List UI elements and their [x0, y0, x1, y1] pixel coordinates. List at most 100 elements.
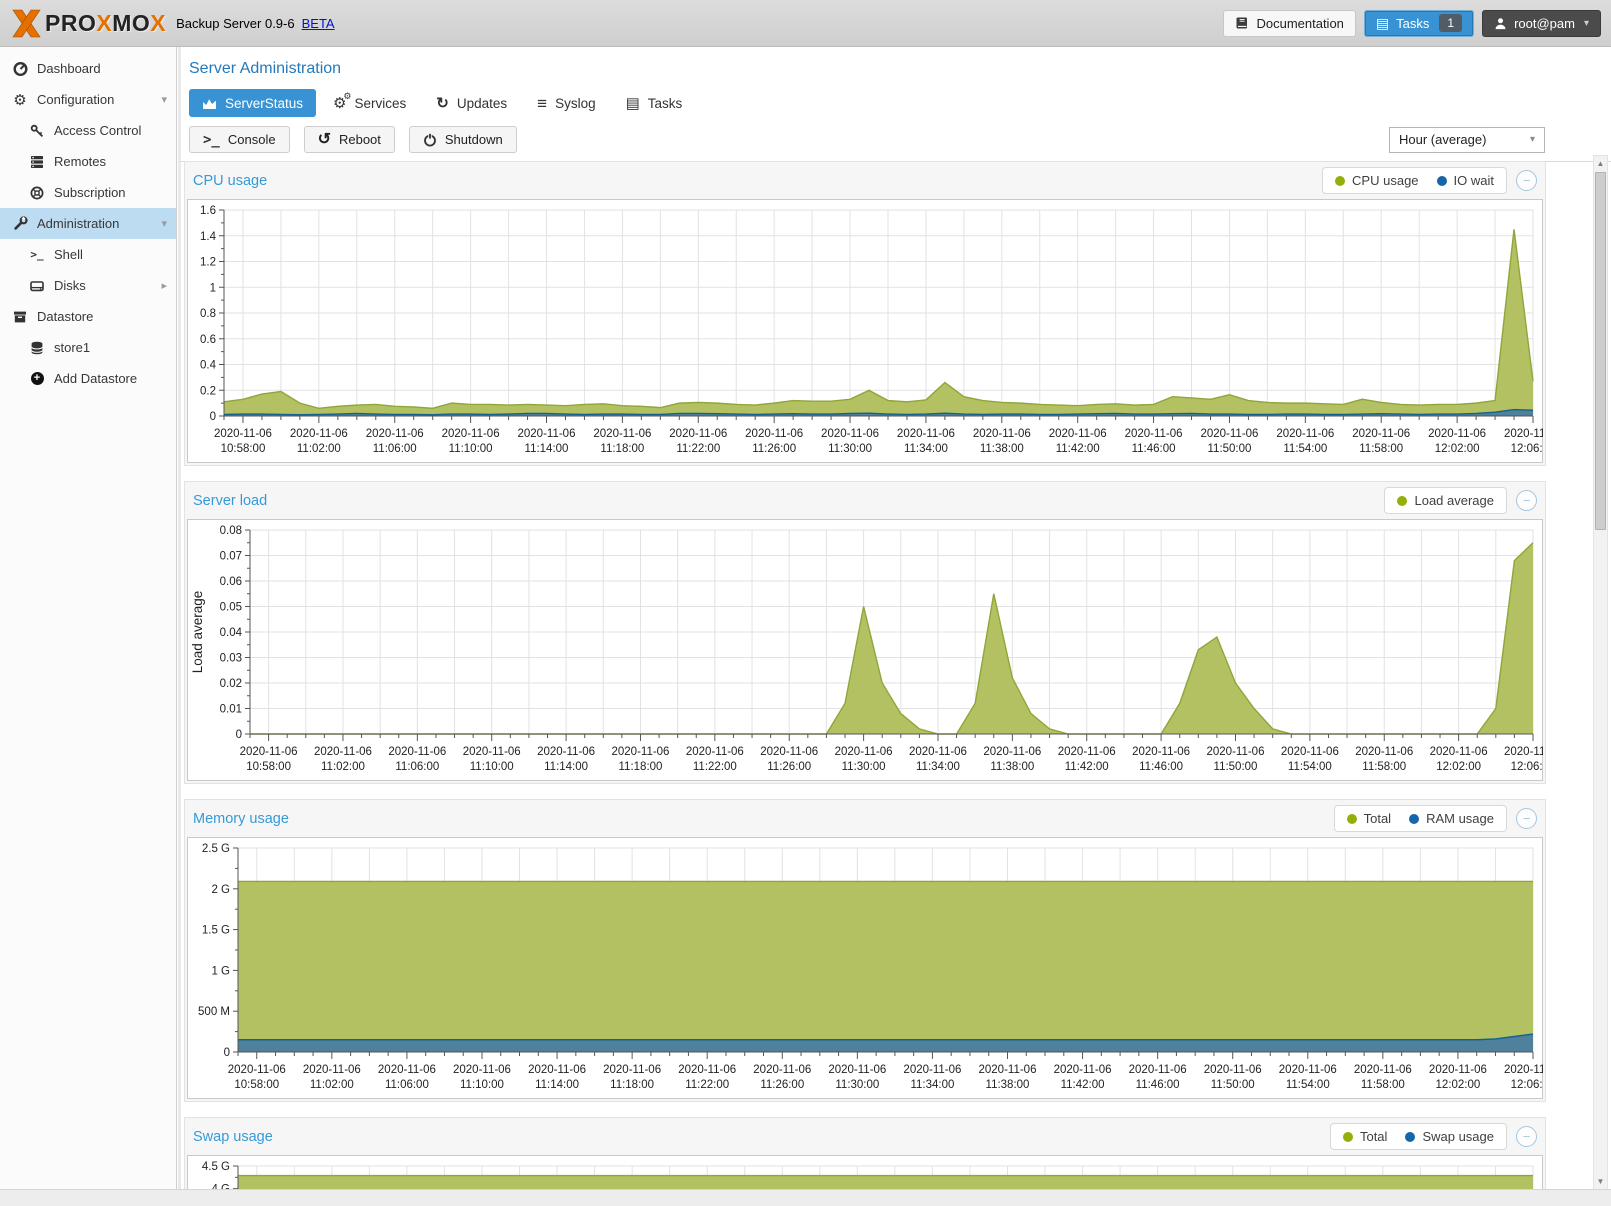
- collapse-panel-icon[interactable]: −: [1516, 490, 1537, 511]
- collapse-panel-icon[interactable]: −: [1516, 170, 1537, 191]
- proxmox-x-icon: [12, 9, 41, 37]
- console-button[interactable]: >_ Console: [189, 126, 290, 153]
- legend-item-ram-usage[interactable]: RAM usage: [1409, 811, 1494, 826]
- svg-text:2020-11-06: 2020-11-06: [983, 746, 1041, 758]
- svg-text:4 G: 4 G: [211, 1184, 230, 1190]
- scrollbar-thumb[interactable]: [1595, 172, 1606, 530]
- svg-text:2020-11-06: 2020-11-06: [463, 746, 521, 758]
- svg-text:2020-11-06: 2020-11-06: [903, 1064, 961, 1076]
- sidebar-item-dashboard[interactable]: Dashboard: [0, 53, 176, 84]
- svg-text:11:10:00: 11:10:00: [470, 761, 514, 773]
- legend-item-cpu-usage[interactable]: CPU usage: [1335, 173, 1419, 188]
- vertical-scrollbar[interactable]: ▲ ▼: [1593, 155, 1608, 1190]
- sidebar-item-configuration[interactable]: ⚙ Configuration ▾: [13, 91, 167, 109]
- sidebar-item-access-control[interactable]: Access Control: [0, 115, 176, 146]
- svg-text:10:58:00: 10:58:00: [246, 761, 291, 773]
- scroll-up-arrow[interactable]: ▲: [1596, 159, 1605, 168]
- svg-text:0.6: 0.6: [200, 334, 216, 346]
- sidebar-splitter[interactable]: [178, 47, 181, 1190]
- svg-text:11:46:00: 11:46:00: [1132, 443, 1176, 455]
- svg-text:12:06:00: 12:06:00: [1511, 443, 1543, 455]
- cpu-usage-chart: 0 0.2 0.4 0.6 0.8 1 1.2 1.4 1.6 2020-11-06 10:58:0…: [187, 199, 1543, 463]
- svg-text:0.2: 0.2: [200, 385, 216, 397]
- collapse-panel-icon[interactable]: −: [1516, 808, 1537, 829]
- sidebar-item-remotes[interactable]: Remotes: [0, 146, 176, 177]
- scroll-down-arrow[interactable]: ▼: [1596, 1177, 1605, 1186]
- svg-text:11:06:00: 11:06:00: [395, 761, 439, 773]
- sidebar-item-subscription[interactable]: Subscription: [0, 177, 176, 208]
- svg-text:11:50:00: 11:50:00: [1211, 1079, 1255, 1091]
- chevron-down-icon[interactable]: ▾: [161, 94, 167, 106]
- sidebar-item-datastore[interactable]: Datastore: [0, 301, 176, 332]
- svg-text:11:26:00: 11:26:00: [752, 443, 796, 455]
- chevron-right-icon[interactable]: ▸: [161, 280, 167, 292]
- svg-text:2020-11-06: 2020-11-06: [1207, 746, 1265, 758]
- terminal-icon: >_: [30, 248, 44, 261]
- svg-text:2020-11-06: 2020-11-06: [1279, 1064, 1337, 1076]
- tab-serverstatus[interactable]: ServerStatus: [189, 89, 317, 117]
- horizontal-scrollbar-track[interactable]: [0, 1189, 1611, 1206]
- svg-text:11:50:00: 11:50:00: [1208, 443, 1252, 455]
- svg-text:2020-11-06: 2020-11-06: [1054, 1064, 1112, 1076]
- documentation-button[interactable]: Documentation: [1223, 9, 1356, 37]
- svg-text:2020-11-06: 2020-11-06: [611, 746, 669, 758]
- panel-title: Swap usage: [193, 1128, 273, 1145]
- sidebar-item-shell[interactable]: >_ Shell: [30, 247, 83, 262]
- sidebar: Dashboard ⚙ Configuration ▾ Access Contr…: [0, 47, 177, 1190]
- svg-text:2020-11-06: 2020-11-06: [979, 1064, 1037, 1076]
- server-load-chart: 0 0.01 0.02 0.03 0.04 0.05 0.06 0.07 0.08 2020-11…: [187, 519, 1543, 781]
- collapse-panel-icon[interactable]: −: [1516, 1126, 1537, 1147]
- panel-title: Memory usage: [193, 810, 289, 827]
- svg-text:1.2: 1.2: [200, 257, 216, 269]
- svg-text:11:34:00: 11:34:00: [916, 761, 960, 773]
- product-version: Backup Server 0.9-6: [176, 15, 295, 31]
- svg-text:0: 0: [224, 1047, 230, 1059]
- tab-syslog[interactable]: ≡ Syslog: [537, 93, 596, 113]
- svg-text:2020-11-06: 2020-11-06: [1355, 746, 1413, 758]
- svg-text:2020-11-06: 2020-11-06: [378, 1064, 436, 1076]
- tab-updates[interactable]: ↻ Updates: [436, 94, 508, 112]
- tab-tasks[interactable]: ▤ Tasks: [625, 94, 683, 112]
- svg-text:11:58:00: 11:58:00: [1361, 1079, 1405, 1091]
- svg-text:11:14:00: 11:14:00: [544, 761, 588, 773]
- area-chart-icon: [203, 98, 216, 109]
- beta-link[interactable]: BETA: [301, 15, 335, 31]
- sidebar-item-administration[interactable]: Administration ▾: [0, 208, 176, 239]
- charts-scroll-area: CPU usage CPU usage IO wait − 0 0.2 0.4 0.6…: [181, 153, 1611, 1190]
- chevron-down-icon[interactable]: ▾: [161, 218, 167, 230]
- svg-text:0.4: 0.4: [200, 360, 217, 372]
- sidebar-item-add-datastore[interactable]: + Add Datastore: [0, 363, 176, 394]
- svg-text:2020-11-06: 2020-11-06: [1281, 746, 1339, 758]
- svg-text:11:30:00: 11:30:00: [842, 761, 886, 773]
- shutdown-button[interactable]: Shutdown: [408, 126, 517, 153]
- sidebar-item-disks[interactable]: Disks ▸: [0, 270, 176, 301]
- legend-item-total[interactable]: Total: [1342, 1129, 1387, 1144]
- sidebar-item-store1[interactable]: store1: [0, 332, 176, 363]
- svg-text:2020-11-06: 2020-11-06: [1276, 428, 1334, 440]
- list-icon: ≡: [537, 93, 548, 113]
- svg-text:11:58:00: 11:58:00: [1359, 443, 1403, 455]
- svg-text:12:06:00: 12:06:00: [1511, 761, 1543, 773]
- chevron-down-icon: ▾: [1583, 17, 1589, 29]
- legend-item-load-average[interactable]: Load average: [1397, 493, 1494, 508]
- svg-text:11:42:00: 11:42:00: [1056, 443, 1100, 455]
- time-range-select[interactable]: Hour (average) ▾: [1389, 126, 1545, 153]
- legend-item-swap-usage[interactable]: Swap usage: [1405, 1129, 1494, 1144]
- legend-item-io-wait[interactable]: IO wait: [1436, 173, 1494, 188]
- svg-text:2020-11-06: 2020-11-06: [442, 428, 500, 440]
- legend-dot-green: [1342, 1131, 1353, 1142]
- svg-text:11:38:00: 11:38:00: [980, 443, 1024, 455]
- svg-text:0.03: 0.03: [220, 653, 242, 665]
- panel-title: Server load: [193, 492, 268, 509]
- tasks-button[interactable]: ▤ Tasks 1: [1363, 9, 1475, 37]
- reboot-button[interactable]: ↺ Reboot: [303, 126, 395, 153]
- svg-text:11:54:00: 11:54:00: [1286, 1079, 1330, 1091]
- svg-text:2020-11-06: 2020-11-06: [678, 1064, 736, 1076]
- wrench-icon: [12, 216, 28, 231]
- user-menu-button[interactable]: root@pam ▾: [1482, 9, 1601, 37]
- svg-text:2020-11-06: 2020-11-06: [686, 746, 744, 758]
- svg-text:11:10:00: 11:10:00: [460, 1079, 504, 1091]
- legend-item-total[interactable]: Total: [1346, 811, 1391, 826]
- tab-services[interactable]: ⚙ ⚙ Services: [333, 90, 407, 112]
- brand-text: PROXMOX: [45, 9, 167, 36]
